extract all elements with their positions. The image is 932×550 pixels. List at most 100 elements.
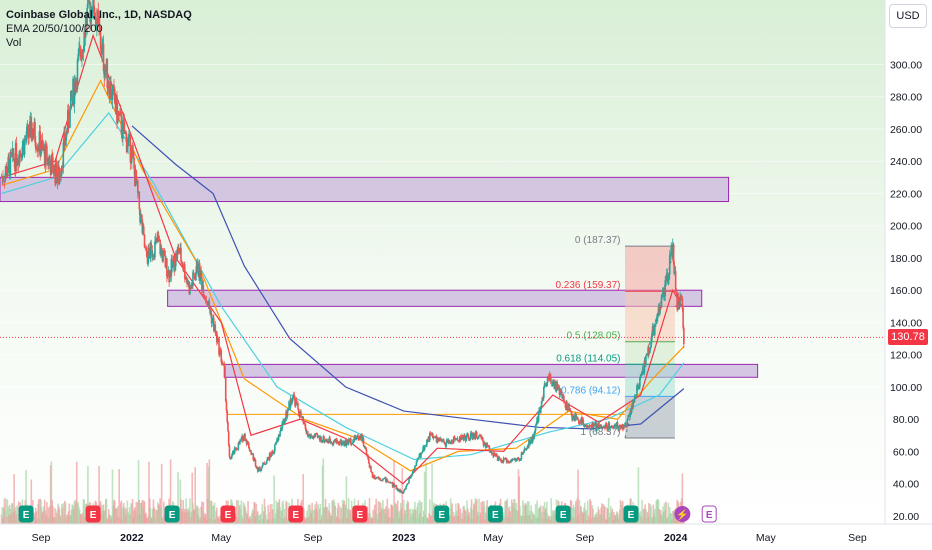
volume-bar <box>322 458 325 524</box>
candle-body <box>464 435 466 438</box>
event-letter: E <box>90 510 97 521</box>
candle-body <box>397 488 399 492</box>
earnings-event-marker[interactable]: E <box>18 505 34 523</box>
candle-body <box>526 446 529 449</box>
volume-bar <box>607 498 610 524</box>
earnings-event-marker[interactable]: E <box>434 505 450 523</box>
candle-body <box>410 475 413 478</box>
volume-bar <box>208 459 211 524</box>
candle-body <box>247 441 249 444</box>
candle-body <box>104 69 106 79</box>
candle-body <box>358 438 360 440</box>
candle-body <box>286 410 289 417</box>
candle-body <box>469 437 471 441</box>
earnings-event-marker[interactable]: E <box>623 505 639 523</box>
earnings-event-marker[interactable]: E <box>288 505 304 523</box>
earnings-event-marker[interactable]: E <box>352 505 368 523</box>
volume-bar <box>418 500 421 524</box>
candle-body <box>116 95 118 124</box>
volume-bar <box>303 508 305 524</box>
candle-body <box>189 286 191 295</box>
indicator-label[interactable]: EMA 20/50/100/200 <box>6 23 103 35</box>
event-letter: E <box>628 510 635 521</box>
candle-body <box>519 460 521 461</box>
candle-body <box>342 441 345 443</box>
candle-body <box>125 131 127 135</box>
candle-body <box>225 401 228 411</box>
earnings-event-marker[interactable]: E <box>164 505 180 523</box>
candle-body <box>200 270 202 278</box>
candle-body <box>514 458 517 461</box>
candle-body <box>453 436 456 439</box>
candle-body <box>663 295 666 298</box>
candle-body <box>497 456 500 462</box>
candle-body <box>566 401 568 411</box>
candle-body <box>263 463 266 465</box>
earnings-event-marker[interactable]: E <box>487 505 503 523</box>
support-resistance-zone <box>0 176 730 203</box>
time-axis[interactable]: Sep 2022 May Sep 2023 May Sep 2024 May Sep <box>32 532 867 544</box>
candle-body <box>32 135 35 139</box>
candle-body <box>470 432 473 434</box>
candle-body <box>659 306 661 314</box>
earnings-event-marker[interactable]: E <box>555 505 571 523</box>
candle-body <box>440 440 443 442</box>
candle-body <box>643 360 646 374</box>
candle-body <box>467 433 469 436</box>
candle-body <box>356 436 358 439</box>
earnings-event-marker[interactable]: E <box>701 505 717 523</box>
candle-body <box>270 455 272 457</box>
fib-level-label: 0.236 (159.37) <box>555 280 620 291</box>
candle-body <box>624 423 627 427</box>
candle-body <box>655 320 658 324</box>
zones <box>0 176 759 415</box>
volume-bar <box>526 501 529 524</box>
candle-body <box>399 488 401 493</box>
candle-body <box>546 376 549 383</box>
candle-body <box>91 13 94 17</box>
candle-body <box>8 157 10 160</box>
currency-button[interactable]: USD <box>889 4 927 28</box>
candle-body <box>60 174 62 176</box>
candle-body <box>454 438 456 440</box>
volume-bar <box>50 461 53 524</box>
candle-body <box>177 247 180 253</box>
candle-body <box>563 401 566 403</box>
candle-body <box>679 296 681 303</box>
candle-body <box>180 247 182 262</box>
candle-body <box>368 463 371 468</box>
candle-body <box>578 419 580 424</box>
candle-body <box>661 294 664 296</box>
volume-bar <box>397 500 399 524</box>
candle-body <box>173 256 176 271</box>
candle-body <box>420 452 423 454</box>
volume-bar <box>409 508 412 524</box>
earnings-event-marker[interactable]: E <box>220 505 236 523</box>
candle-body <box>192 272 194 286</box>
candle-body <box>128 134 130 139</box>
dividend-event-marker[interactable]: ⚡ <box>674 506 691 522</box>
candle-body <box>400 490 403 493</box>
earnings-event-marker[interactable]: E <box>85 505 101 523</box>
candle-body <box>337 441 340 444</box>
candle-body <box>180 261 183 263</box>
symbol-title[interactable]: Coinbase Global, Inc., 1D, NASDAQ <box>6 9 192 21</box>
fib-band <box>625 364 675 397</box>
candle-body <box>664 280 667 296</box>
volume-label[interactable]: Vol <box>6 37 22 49</box>
price-axis[interactable]: 20.00 40.00 60.00 80.00 100.00 120.00 140.00 16… <box>890 59 922 522</box>
candle-body <box>120 113 123 135</box>
volume-bar <box>149 507 152 524</box>
y-tick-label: 100.00 <box>890 382 922 394</box>
candle-body <box>408 478 410 484</box>
candle-body <box>540 401 543 407</box>
candle-body <box>610 426 612 428</box>
candle-body <box>681 298 684 309</box>
candle-body <box>496 453 498 457</box>
candle-body <box>668 255 671 275</box>
candle-body <box>193 276 196 279</box>
candle-body <box>332 443 334 445</box>
candle-body <box>309 435 312 438</box>
candle-body <box>519 458 522 461</box>
